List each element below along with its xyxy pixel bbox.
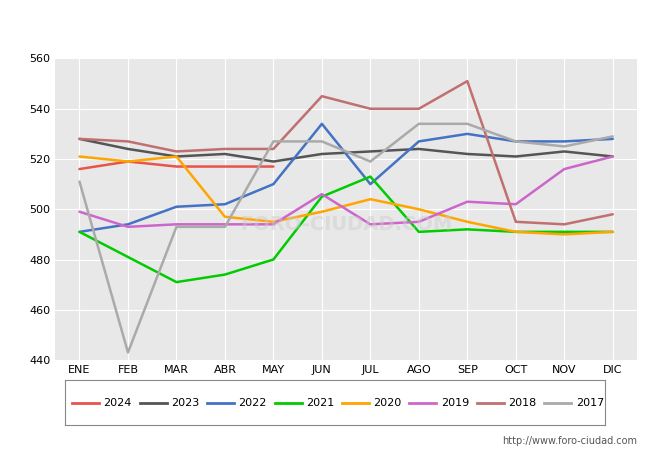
- Text: 2024: 2024: [103, 398, 132, 408]
- Text: http://www.foro-ciudad.com: http://www.foro-ciudad.com: [502, 436, 637, 446]
- Text: 2022: 2022: [239, 398, 266, 408]
- Text: 2017: 2017: [576, 398, 604, 408]
- Text: 2019: 2019: [441, 398, 469, 408]
- Text: Afiliados en Vilobí del Penedès a 31/5/2024: Afiliados en Vilobí del Penedès a 31/5/2…: [146, 16, 504, 34]
- Text: 2023: 2023: [171, 398, 200, 408]
- Text: 2018: 2018: [508, 398, 536, 408]
- Text: FORO-CIUDAD.COM: FORO-CIUDAD.COM: [240, 215, 452, 234]
- Text: 2020: 2020: [373, 398, 402, 408]
- Text: 2021: 2021: [306, 398, 334, 408]
